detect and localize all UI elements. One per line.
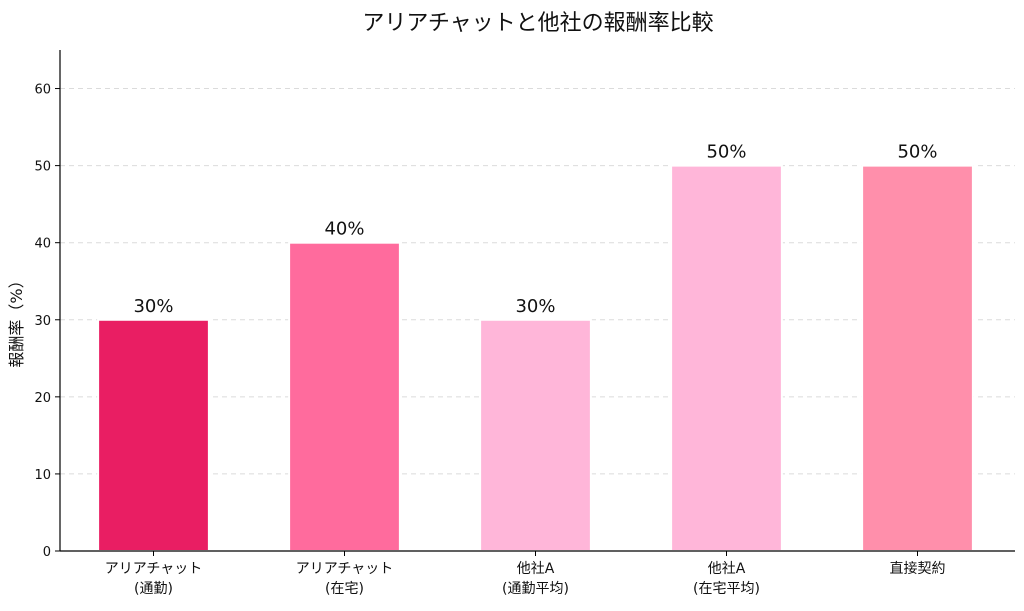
data-label: 50% [706, 142, 746, 163]
axes [55, 50, 1015, 556]
data-label: 30% [515, 296, 555, 317]
x-tick-label-line: アリアチャット [296, 561, 394, 577]
data-label: 50% [897, 142, 937, 163]
tick-labels: 0 10 20 30 40 50 60 アリアチャット (通勤) アリアチャット (在宅) 他社A (通… [34, 83, 945, 597]
y-axis-label: 報酬率（%） [7, 272, 26, 367]
bar [97, 318, 210, 552]
x-tick-label-line: (通勤) [134, 581, 173, 597]
bar [861, 164, 974, 552]
y-tick-label: 30 [34, 314, 51, 329]
bars [97, 164, 974, 552]
x-tick-label-line: (通勤平均) [502, 581, 569, 597]
y-tick-label: 20 [34, 391, 51, 406]
data-label: 30% [133, 296, 173, 317]
y-tick-label: 50 [34, 160, 51, 175]
data-labels: 30% 40% 30% 50% 50% [133, 142, 937, 317]
x-tick-label-line: (在宅) [325, 581, 364, 597]
bar [288, 241, 401, 552]
x-tick-label-line: 直接契約 [890, 560, 946, 577]
y-tick-label: 40 [34, 237, 51, 252]
x-tick-label-line: アリアチャット [105, 561, 203, 577]
bar [670, 164, 783, 552]
chart-title: アリアチャットと他社の報酬率比較 [362, 11, 713, 36]
y-tick-label: 0 [43, 545, 51, 560]
x-tick-label-line: (在宅平均) [693, 581, 760, 597]
x-tick-label: 他社A (在宅平均) [693, 561, 760, 597]
x-tick-label-line: 他社A [708, 561, 746, 577]
x-tick-label: 他社A (通勤平均) [502, 561, 569, 597]
y-tick-label: 60 [34, 83, 51, 98]
bar [479, 318, 592, 552]
x-tick-label: アリアチャット (通勤) [105, 561, 203, 597]
data-label: 40% [324, 219, 364, 240]
y-tick-label: 10 [34, 468, 51, 483]
x-tick-label: 直接契約 [890, 560, 946, 577]
x-tick-label-line: 他社A [517, 561, 555, 577]
x-tick-label: アリアチャット (在宅) [296, 561, 394, 597]
